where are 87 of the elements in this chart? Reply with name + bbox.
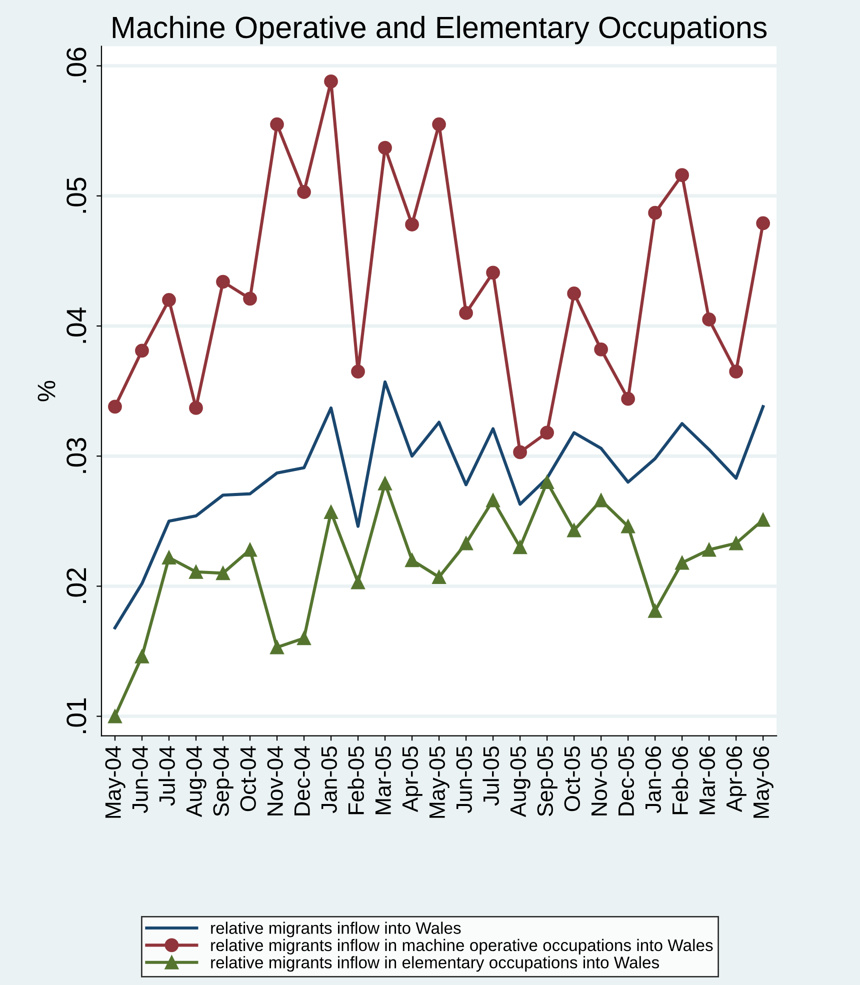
point [513,445,527,460]
legend-label: relative migrants inflow into Wales [211,922,461,938]
point [459,306,473,320]
x-tick-label: Jun-05 [456,746,472,814]
x-tick-label: Feb-05 [348,746,364,814]
point [675,168,690,182]
legend-label: relative migrants inflow in elementary occupations into Wales [211,956,659,972]
point [432,570,446,584]
point [486,493,500,508]
point [297,185,311,199]
x-tick-label: Nov-05 [591,746,608,816]
point [648,206,662,220]
point [621,519,636,534]
point [108,400,122,414]
point [243,542,257,557]
x-tick-label: Mar-05 [375,746,391,814]
point [729,536,744,550]
y-tick-label: .02 [66,568,86,603]
x-tick-label: Feb-06 [672,746,688,814]
x-tick-label: Jul-04 [158,746,175,806]
point [351,575,365,590]
x-tick-label: Nov-04 [267,746,283,816]
x-tick-label: Aug-04 [186,746,206,818]
point [702,312,716,326]
point [459,536,473,550]
x-tick-label: Aug-05 [510,746,530,818]
y-tick-label: .04 [66,308,86,343]
point [162,550,176,565]
point [243,292,257,306]
point [270,117,284,132]
y-tick-label: .01 [66,698,86,734]
point [567,286,581,300]
point [675,556,690,570]
point [486,266,500,280]
chart-title: Machine Operative and Elementary Occupations [112,16,767,44]
x-tick-label: May-05 [429,746,450,818]
point [513,540,527,554]
x-tick-label: Jun-04 [132,746,148,814]
point [540,426,554,440]
point [162,293,176,307]
x-tick-label: Mar-06 [699,746,716,814]
point [540,475,554,490]
point [405,553,419,568]
legend-label: relative migrants inflow in machine operative occupations into Wales [211,938,713,954]
y-tick-label: .06 [66,48,86,83]
point [135,649,149,664]
x-tick-label: Jan-05 [321,746,337,814]
point [189,564,203,579]
x-tick-label: Sep-04 [213,746,234,816]
y-tick-label: .05 [66,178,86,213]
point [216,566,230,580]
x-tick-label: Apr-06 [726,746,746,812]
point [135,344,149,358]
point [108,709,122,724]
point [567,523,581,538]
point [594,493,608,508]
point [297,631,311,646]
point [324,74,338,88]
point [189,401,203,415]
line-series [113,380,765,630]
point [351,364,365,378]
x-tick-label: Apr-05 [402,746,422,812]
y-tick-label: .03 [66,438,86,473]
point [702,542,716,557]
point [270,640,284,654]
x-tick-label: Jan-06 [645,746,662,814]
point [621,392,636,406]
x-tick-label: Sep-05 [537,746,558,816]
point [756,216,770,230]
point [594,342,608,356]
point [756,512,770,527]
point [378,140,392,155]
point [378,476,392,490]
x-tick-label: Jul-05 [482,746,500,806]
point [216,274,230,289]
y-axis-title: % [38,380,56,402]
x-tick-label: Dec-05 [618,746,634,816]
x-tick-label: May-06 [753,746,774,818]
point [729,364,744,378]
point [324,505,338,519]
point [432,117,446,132]
point [405,218,419,232]
x-tick-label: Oct-05 [564,746,580,812]
x-tick-label: Dec-04 [294,746,310,816]
x-tick-label: May-04 [105,746,126,818]
x-tick-label: Oct-04 [240,746,256,812]
point [648,604,662,618]
